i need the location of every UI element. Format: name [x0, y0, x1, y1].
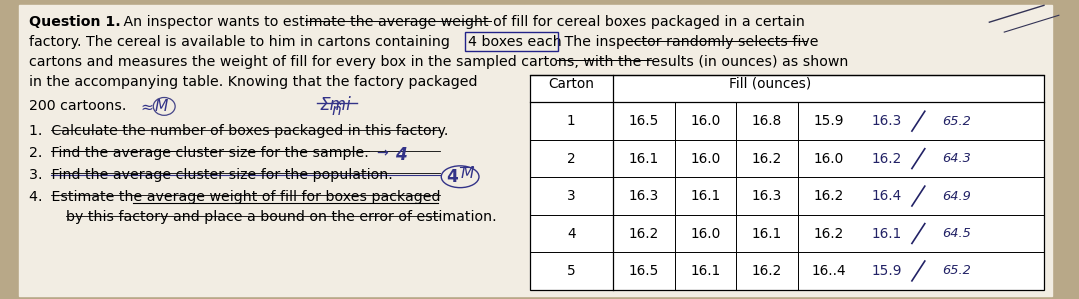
Text: 16.1: 16.1: [691, 264, 721, 278]
Text: 15.9: 15.9: [872, 264, 902, 278]
Text: 16.3: 16.3: [752, 189, 782, 203]
Text: 4.  Estimate the average weight of fill for boxes packaged: 4. Estimate the average weight of fill f…: [29, 190, 440, 204]
Text: 16.1: 16.1: [752, 227, 782, 240]
Text: 16..4: 16..4: [811, 264, 846, 278]
Text: 16.4: 16.4: [872, 189, 902, 203]
Text: 64.9: 64.9: [942, 190, 971, 202]
Text: M: M: [460, 166, 474, 181]
Bar: [530, 75, 1044, 290]
Text: cartons and measures the weight of fill for every box in the sampled cartons, wi: cartons and measures the weight of fill …: [29, 55, 848, 69]
Text: in the accompanying table. Knowing that the factory packaged: in the accompanying table. Knowing that …: [29, 75, 478, 89]
Text: 16.0: 16.0: [691, 227, 721, 240]
Text: 16.2: 16.2: [629, 227, 659, 240]
Text: n̂: n̂: [331, 103, 341, 118]
Text: 4: 4: [447, 168, 457, 186]
Text: 16.2: 16.2: [814, 189, 844, 203]
Text: 3.  Find the average cluster size for the population.: 3. Find the average cluster size for the…: [29, 168, 393, 182]
Text: 16.8: 16.8: [752, 114, 782, 128]
Text: 16.2: 16.2: [814, 227, 844, 240]
Text: 65.2: 65.2: [942, 264, 971, 277]
Text: 16.1: 16.1: [629, 152, 659, 166]
Text: Fill (ounces): Fill (ounces): [728, 77, 811, 91]
Text: 1.  Calculate the number of boxes packaged in this factory.: 1. Calculate the number of boxes package…: [29, 124, 449, 138]
Text: 16.3: 16.3: [629, 189, 659, 203]
Text: M: M: [154, 100, 167, 115]
Text: 5: 5: [566, 264, 576, 278]
Text: 200 cartoons.: 200 cartoons.: [29, 100, 126, 113]
Text: 16.2: 16.2: [752, 264, 782, 278]
Text: Question 1.: Question 1.: [29, 15, 121, 29]
Text: Carton: Carton: [548, 77, 595, 91]
Text: 16.1: 16.1: [691, 189, 721, 203]
Text: 3: 3: [568, 189, 575, 203]
Text: 16.2: 16.2: [752, 152, 782, 166]
Text: Σmi: Σmi: [319, 95, 351, 114]
Text: factory. The cereal is available to him in cartons containing: factory. The cereal is available to him …: [29, 35, 454, 49]
Text: 16.0: 16.0: [691, 114, 721, 128]
Text: by this factory and place a bound on the error of estimation.: by this factory and place a bound on the…: [49, 210, 496, 225]
Text: 16.5: 16.5: [629, 114, 659, 128]
Text: An inspector wants to estimate the average weight of fill for cereal boxes packa: An inspector wants to estimate the avera…: [119, 15, 805, 29]
Text: 65.2: 65.2: [942, 115, 971, 128]
Text: 16.3: 16.3: [872, 114, 902, 128]
Text: ≈: ≈: [140, 100, 153, 115]
Text: 1: 1: [568, 114, 575, 128]
Text: 2.  Find the average cluster size for the sample.: 2. Find the average cluster size for the…: [29, 146, 369, 160]
Text: 64.3: 64.3: [942, 152, 971, 165]
Text: 16.0: 16.0: [814, 152, 844, 166]
Text: 4: 4: [395, 146, 407, 164]
Text: 16.0: 16.0: [691, 152, 721, 166]
Text: 4: 4: [568, 227, 575, 240]
Bar: [530, 75, 1044, 290]
Text: 64.5: 64.5: [942, 227, 971, 240]
Text: 16.5: 16.5: [629, 264, 659, 278]
Text: The inspector randomly selects five: The inspector randomly selects five: [560, 35, 819, 49]
Text: 4 boxes each: 4 boxes each: [468, 35, 562, 49]
Text: 15.9: 15.9: [814, 114, 844, 128]
Text: 16.2: 16.2: [872, 152, 902, 166]
Text: 2: 2: [568, 152, 575, 166]
Text: 16.1: 16.1: [872, 227, 902, 240]
Text: →: →: [377, 146, 388, 160]
